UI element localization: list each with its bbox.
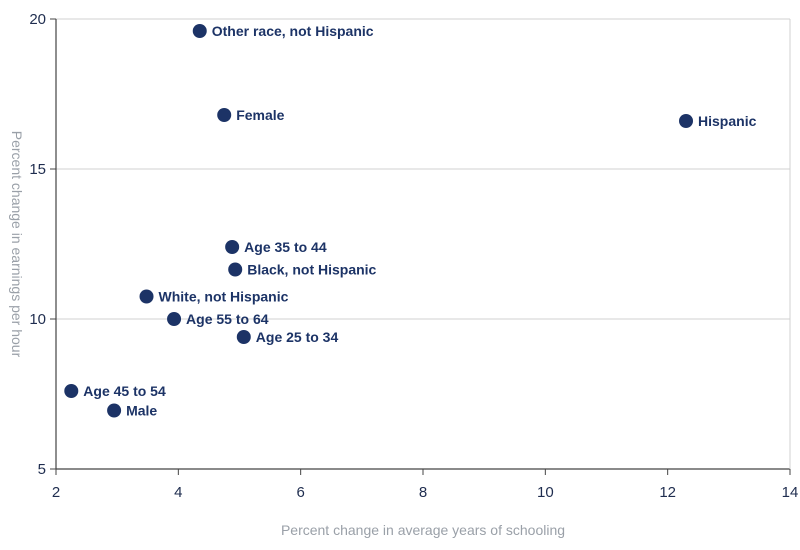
x-tick-label: 12 — [659, 484, 676, 501]
data-point — [64, 384, 79, 398]
x-tick-label: 4 — [174, 484, 182, 501]
data-point — [167, 312, 182, 326]
data-point — [679, 114, 694, 128]
y-tick-label: 15 — [29, 161, 46, 178]
point-label: Age 25 to 34 — [256, 329, 339, 345]
data-point — [228, 262, 243, 277]
data-point — [225, 240, 240, 254]
data-points — [64, 24, 694, 418]
data-point — [217, 108, 232, 122]
x-tick-label: 10 — [537, 484, 554, 501]
y-axis-title: Percent change in earnings per hour — [9, 131, 25, 358]
point-label: Male — [126, 403, 157, 419]
x-tick-label: 6 — [296, 484, 304, 501]
tick-labels: 2 4 6 8 10 12 14 5 10 15 20 — [29, 11, 798, 501]
data-point — [236, 330, 251, 344]
axes — [50, 18, 791, 475]
x-axis-title: Percent change in average years of schoo… — [281, 522, 565, 538]
y-tick-label: 20 — [29, 11, 46, 28]
point-label: White, not Hispanic — [159, 289, 289, 305]
point-label: Hispanic — [698, 113, 757, 129]
grid-lines — [56, 18, 790, 320]
x-tick-label: 8 — [419, 484, 427, 501]
data-point — [192, 24, 207, 38]
y-tick-label: 5 — [38, 461, 46, 478]
data-point — [139, 289, 154, 304]
x-tick-label: 2 — [52, 484, 60, 501]
y-tick-label: 10 — [29, 311, 46, 328]
point-label: Age 55 to 64 — [186, 311, 269, 327]
x-tick-label: 14 — [782, 484, 799, 501]
point-label: Black, not Hispanic — [247, 262, 376, 278]
point-label: Age 35 to 44 — [244, 239, 327, 255]
point-label: Female — [236, 107, 284, 123]
data-point — [107, 403, 122, 418]
point-label: Age 45 to 54 — [83, 383, 166, 399]
point-labels: Other race, not Hispanic Female Hispanic Ag… — [83, 23, 756, 419]
point-label: Other race, not Hispanic — [212, 23, 374, 39]
